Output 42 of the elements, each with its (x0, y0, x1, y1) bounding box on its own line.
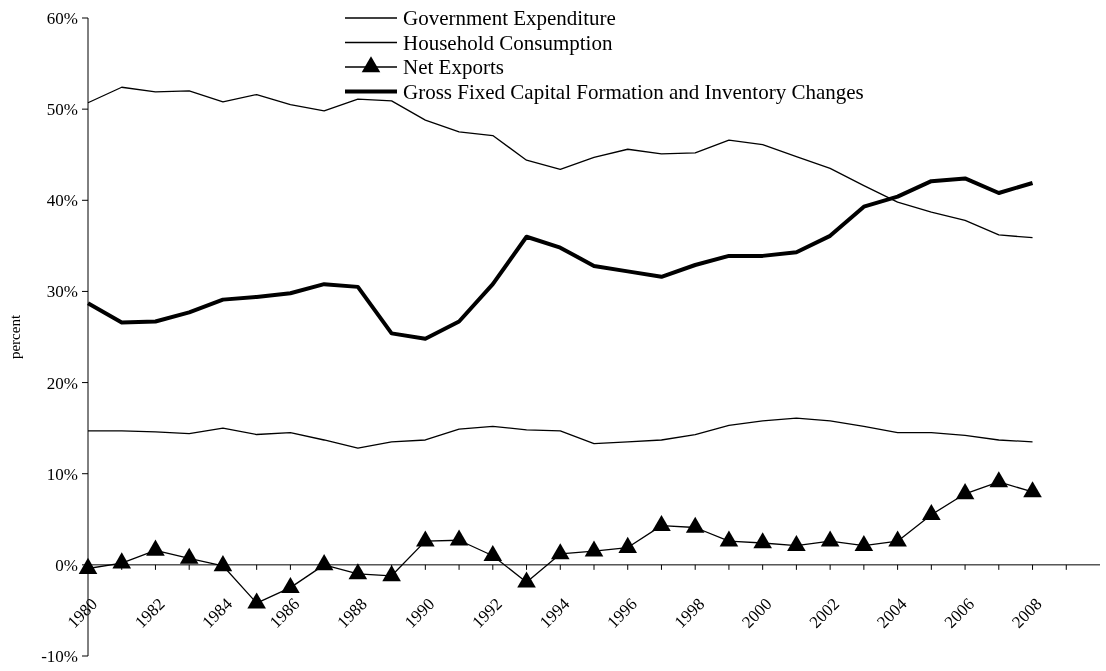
point (618, 536, 638, 553)
legend-label: Government Expenditure (403, 6, 616, 31)
point (348, 563, 368, 580)
y-tick-label: 0% (55, 555, 78, 575)
y-tick-label: -10% (41, 646, 78, 666)
point (888, 530, 907, 547)
point (146, 539, 165, 556)
point (820, 530, 840, 547)
point (517, 571, 536, 588)
y-tick-label: 40% (46, 191, 78, 211)
legend-label: Net Exports (403, 55, 504, 80)
point (652, 514, 671, 532)
point (787, 534, 806, 552)
y-tick-label: 10% (46, 464, 78, 484)
point (281, 576, 300, 594)
point (213, 555, 233, 572)
point (989, 471, 1009, 488)
point (584, 540, 604, 557)
y-tick-label: 30% (46, 282, 78, 302)
point (483, 545, 503, 562)
y-tick-label: 60% (46, 8, 78, 28)
legend-label: Household Consumption (403, 30, 613, 55)
point (78, 557, 98, 574)
point (112, 552, 132, 569)
point (382, 565, 401, 582)
y-tick-label: 50% (46, 100, 78, 120)
point (685, 516, 705, 533)
point (247, 592, 266, 609)
point (719, 530, 739, 547)
point (753, 532, 772, 549)
legend-label: Gross Fixed Capital Formation and Inventory Changes (403, 79, 864, 104)
y-axis-title: percent (7, 314, 23, 360)
point (854, 534, 874, 552)
point (550, 543, 570, 560)
point (922, 503, 941, 521)
y-tick-label: 20% (46, 373, 78, 393)
point (1023, 481, 1042, 498)
point (955, 483, 975, 500)
point (314, 554, 334, 571)
point (449, 529, 469, 546)
point (416, 530, 435, 547)
point (179, 547, 199, 564)
